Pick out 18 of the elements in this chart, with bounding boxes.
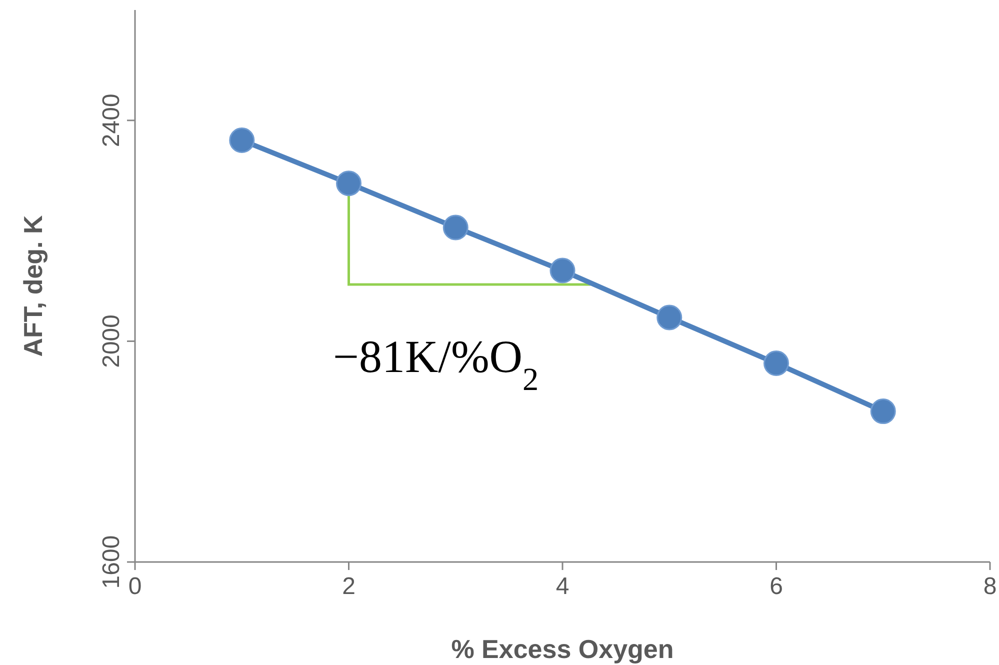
x-axis-title: % Excess Oxygen <box>451 634 674 664</box>
x-tick-label: 8 <box>983 573 997 600</box>
x-tick-label: 0 <box>128 573 142 600</box>
x-tick-label: 2 <box>342 573 356 600</box>
y-tick-label: 2000 <box>98 314 125 368</box>
annotation: −81K/%O$_{2}$ <box>333 331 539 397</box>
x-tick-label: 6 <box>770 573 783 600</box>
point <box>870 398 896 424</box>
point <box>656 304 682 330</box>
point <box>550 258 576 284</box>
x-tick-label: 4 <box>556 573 570 600</box>
point <box>764 350 789 376</box>
point <box>442 214 468 240</box>
y-tick-label: 2400 <box>98 94 125 148</box>
point <box>229 128 255 154</box>
y-axis-title: AFT, deg. K <box>18 215 48 357</box>
point <box>336 170 362 196</box>
y-tick-label: 1600 <box>98 535 125 589</box>
